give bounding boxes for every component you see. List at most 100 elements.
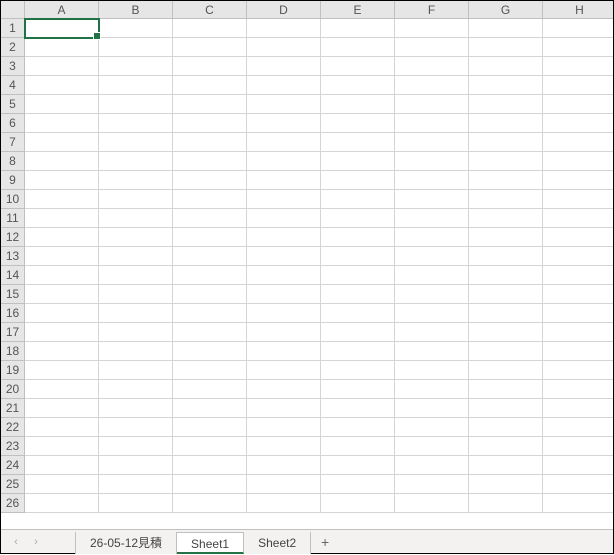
cell[interactable] [543, 38, 613, 57]
row-header[interactable]: 26 [1, 494, 25, 513]
row-header[interactable]: 2 [1, 38, 25, 57]
cell[interactable] [543, 190, 613, 209]
cell[interactable] [173, 76, 247, 95]
cell[interactable] [321, 437, 395, 456]
cell[interactable] [469, 247, 543, 266]
cell[interactable] [395, 437, 469, 456]
cell[interactable] [543, 247, 613, 266]
row-header[interactable]: 1 [1, 19, 25, 38]
cell[interactable] [321, 247, 395, 266]
cell[interactable] [395, 304, 469, 323]
cell[interactable] [247, 361, 321, 380]
cell[interactable] [99, 342, 173, 361]
cell[interactable] [99, 323, 173, 342]
row-header[interactable]: 13 [1, 247, 25, 266]
cell[interactable] [25, 475, 99, 494]
cell[interactable] [543, 76, 613, 95]
row-header[interactable]: 19 [1, 361, 25, 380]
row-header[interactable]: 7 [1, 133, 25, 152]
cell[interactable] [469, 38, 543, 57]
cell[interactable] [321, 494, 395, 513]
row-header[interactable]: 11 [1, 209, 25, 228]
cell[interactable] [99, 494, 173, 513]
cell[interactable] [469, 323, 543, 342]
cell[interactable] [99, 380, 173, 399]
cell[interactable] [543, 152, 613, 171]
cell[interactable] [173, 304, 247, 323]
cell[interactable] [173, 209, 247, 228]
cell[interactable] [247, 38, 321, 57]
cell[interactable] [321, 304, 395, 323]
cell[interactable] [173, 361, 247, 380]
cell[interactable] [395, 228, 469, 247]
cell[interactable] [25, 190, 99, 209]
cell[interactable] [247, 133, 321, 152]
cell[interactable] [247, 19, 321, 38]
sheet-nav-next[interactable]: › [27, 533, 45, 551]
cell[interactable] [543, 114, 613, 133]
cell[interactable] [173, 456, 247, 475]
cell[interactable] [395, 38, 469, 57]
cell[interactable] [395, 76, 469, 95]
column-header[interactable]: A [25, 1, 99, 19]
row-header[interactable]: 18 [1, 342, 25, 361]
cell[interactable] [321, 418, 395, 437]
cell[interactable] [321, 190, 395, 209]
row-header[interactable]: 17 [1, 323, 25, 342]
cell[interactable] [247, 171, 321, 190]
cell[interactable] [395, 380, 469, 399]
cell[interactable] [99, 304, 173, 323]
cell[interactable] [173, 190, 247, 209]
cell[interactable] [99, 418, 173, 437]
cell[interactable] [25, 494, 99, 513]
cell[interactable] [543, 494, 613, 513]
cell[interactable] [321, 209, 395, 228]
cell[interactable] [469, 228, 543, 247]
column-header[interactable]: G [469, 1, 543, 19]
cell[interactable] [173, 133, 247, 152]
cell[interactable] [395, 418, 469, 437]
cell[interactable] [321, 323, 395, 342]
cell[interactable] [395, 266, 469, 285]
cell[interactable] [99, 399, 173, 418]
cell[interactable] [395, 57, 469, 76]
cell[interactable] [395, 342, 469, 361]
cell[interactable] [25, 57, 99, 76]
cell[interactable] [247, 76, 321, 95]
cell[interactable] [25, 228, 99, 247]
cell[interactable] [469, 133, 543, 152]
cell[interactable] [543, 171, 613, 190]
cell[interactable] [469, 361, 543, 380]
cell[interactable] [247, 209, 321, 228]
cell[interactable] [321, 133, 395, 152]
cell[interactable] [543, 399, 613, 418]
cell[interactable] [321, 171, 395, 190]
cell[interactable] [543, 323, 613, 342]
cell[interactable] [321, 95, 395, 114]
row-header[interactable]: 16 [1, 304, 25, 323]
cell[interactable] [173, 228, 247, 247]
cell[interactable] [321, 361, 395, 380]
cell[interactable] [321, 152, 395, 171]
cell[interactable] [395, 152, 469, 171]
cell[interactable] [395, 399, 469, 418]
cell[interactable] [469, 475, 543, 494]
cell[interactable] [99, 209, 173, 228]
cell[interactable] [395, 475, 469, 494]
cell[interactable] [395, 494, 469, 513]
cell[interactable] [469, 437, 543, 456]
cell[interactable] [469, 494, 543, 513]
cell[interactable] [469, 342, 543, 361]
column-header[interactable]: C [173, 1, 247, 19]
cell[interactable] [99, 171, 173, 190]
row-header[interactable]: 9 [1, 171, 25, 190]
row-header[interactable]: 12 [1, 228, 25, 247]
cell[interactable] [543, 418, 613, 437]
cell[interactable] [395, 285, 469, 304]
cell[interactable] [543, 361, 613, 380]
cell[interactable] [173, 285, 247, 304]
cell[interactable] [543, 456, 613, 475]
cell[interactable] [321, 114, 395, 133]
cell[interactable] [99, 266, 173, 285]
cell[interactable] [173, 380, 247, 399]
